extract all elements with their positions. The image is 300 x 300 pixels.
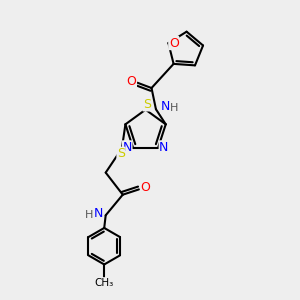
Text: O: O bbox=[140, 182, 150, 194]
Text: H: H bbox=[170, 103, 178, 113]
Text: CH₃: CH₃ bbox=[94, 278, 114, 288]
Text: S: S bbox=[117, 147, 125, 160]
Text: N: N bbox=[161, 100, 170, 113]
Text: H: H bbox=[85, 210, 94, 220]
Text: O: O bbox=[127, 75, 136, 88]
Text: S: S bbox=[143, 98, 151, 111]
Text: N: N bbox=[159, 141, 169, 154]
Text: N: N bbox=[94, 207, 103, 220]
Text: O: O bbox=[169, 37, 178, 50]
Text: N: N bbox=[122, 141, 132, 154]
